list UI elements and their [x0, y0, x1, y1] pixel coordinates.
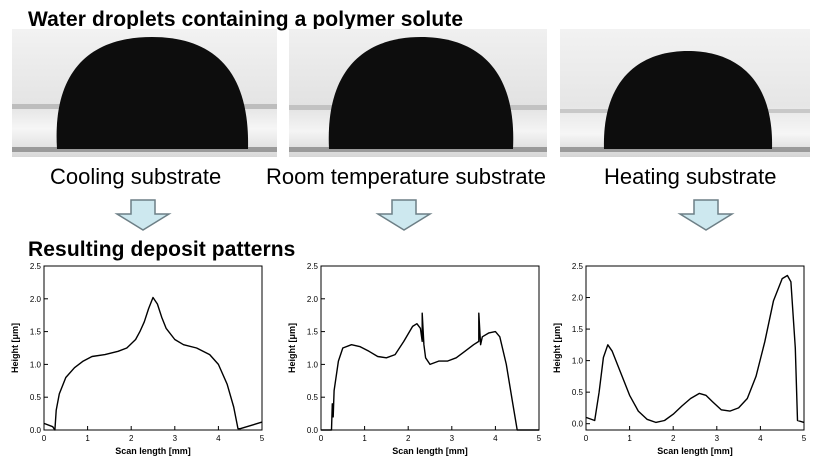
x-axis-label: Scan length [mm]	[392, 446, 468, 456]
figure-title: Water droplets containing a polymer solu…	[28, 8, 464, 31]
x-tick-label: 0	[584, 434, 589, 443]
x-tick-label: 4	[216, 434, 221, 443]
deposit-profile-chart: 0 1 2 3 4 5 0.0 0.5 1.0 1.5 2.0 2.5 Scan length [mm]…	[552, 262, 807, 456]
y-tick-label: 0.0	[307, 426, 319, 435]
x-tick-label: 1	[627, 434, 632, 443]
x-tick-label: 4	[758, 434, 763, 443]
x-axis-label: Scan length [mm]	[657, 446, 733, 456]
y-tick-label: 0.5	[572, 388, 584, 397]
x-tick-label: 1	[362, 434, 367, 443]
label-room-temperature-substrate: Room temperature substrate	[266, 164, 547, 189]
x-tick-label: 5	[260, 434, 265, 443]
label-cooling-substrate: Cooling substrate	[50, 164, 222, 189]
y-tick-label: 1.5	[572, 325, 584, 334]
droplet-photo-cooling	[12, 29, 277, 157]
x-tick-label: 1	[85, 434, 90, 443]
x-tick-label: 5	[802, 434, 807, 443]
chart-room-temperature: 0 1 2 3 4 5 0.0 0.5 1.0 1.5 2.0 2.5 Scan length [mm]…	[283, 258, 553, 458]
y-tick-label: 2.5	[307, 262, 319, 271]
y-tick-label: 0.5	[30, 393, 42, 402]
x-tick-label: 2	[129, 434, 134, 443]
deposit-profile-chart: 0 1 2 3 4 5 0.0 0.5 1.0 1.5 2.0 2.5 Scan length [mm]…	[287, 262, 542, 456]
x-tick-label: 3	[173, 434, 178, 443]
deposit-profile-chart: 0 1 2 3 4 5 0.0 0.5 1.0 1.5 2.0 2.5 Scan length [mm]…	[10, 262, 265, 456]
profile-line	[585, 274, 805, 424]
y-tick-label: 2.0	[572, 294, 584, 303]
profile-line	[43, 296, 263, 431]
y-tick-label: 0.0	[30, 426, 42, 435]
y-tick-label: 0.5	[307, 393, 319, 402]
droplet-photo-heating	[560, 29, 810, 157]
y-tick-label: 1.5	[30, 328, 42, 337]
x-tick-label: 0	[319, 434, 324, 443]
y-tick-label: 1.5	[307, 328, 319, 337]
section-title: Resulting deposit patterns	[28, 238, 296, 261]
plot-frame	[43, 265, 263, 431]
y-tick-label: 2.0	[307, 295, 319, 304]
plot-frame	[320, 265, 540, 431]
y-axis-label: Height [μm]	[287, 323, 297, 373]
y-tick-label: 0.0	[572, 420, 584, 429]
profile-line	[321, 312, 539, 431]
down-arrow-icon	[375, 199, 433, 231]
y-tick-label: 2.5	[572, 262, 584, 271]
y-tick-label: 2.0	[30, 295, 42, 304]
y-axis-label: Height [μm]	[10, 323, 20, 373]
chart-cooling: 0 1 2 3 4 5 0.0 0.5 1.0 1.5 2.0 2.5 Scan length [mm]…	[6, 258, 276, 458]
x-tick-label: 0	[42, 434, 47, 443]
down-arrow-icon	[114, 199, 172, 231]
chart-heating: 0 1 2 3 4 5 0.0 0.5 1.0 1.5 2.0 2.5 Scan length [mm]…	[548, 258, 818, 458]
y-tick-label: 1.0	[30, 360, 42, 369]
droplet-photo-room-temperature	[289, 29, 547, 157]
y-tick-label: 1.0	[307, 360, 319, 369]
x-tick-label: 3	[450, 434, 455, 443]
x-tick-label: 5	[537, 434, 542, 443]
down-arrow-icon	[677, 199, 735, 231]
x-tick-label: 4	[493, 434, 498, 443]
y-tick-label: 2.5	[30, 262, 42, 271]
y-tick-label: 1.0	[572, 357, 584, 366]
y-axis-label: Height [μm]	[552, 323, 562, 373]
x-tick-label: 2	[671, 434, 676, 443]
x-tick-label: 3	[715, 434, 720, 443]
x-tick-label: 2	[406, 434, 411, 443]
x-axis-label: Scan length [mm]	[115, 446, 191, 456]
plot-frame	[585, 265, 805, 431]
label-heating-substrate: Heating substrate	[604, 164, 777, 189]
